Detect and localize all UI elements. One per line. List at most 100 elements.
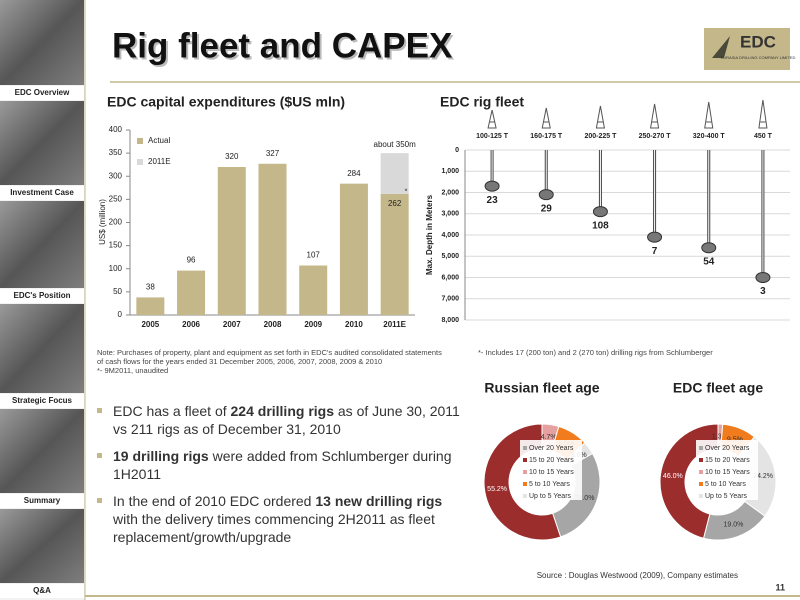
y-tick-label: 8,000 [441, 317, 459, 324]
data-label: 262 [388, 199, 402, 208]
bullet-text: 13 new drilling rigs [315, 493, 443, 509]
data-label: 320 [225, 152, 239, 161]
drill-bit [755, 272, 771, 283]
legend-swatch [699, 470, 703, 474]
legend-label: Over 20 Years [529, 445, 574, 452]
legend-swatch [137, 159, 143, 165]
bullet-text: as of June 30, 2011 vs 211 rigs as of De… [113, 403, 460, 437]
legend-label: 15 to 20 Years [529, 457, 574, 464]
chart-title: Russian fleet age [484, 380, 599, 396]
sidebar-image [0, 509, 84, 583]
slice-label: 24.2% [753, 473, 773, 480]
derrick [487, 109, 497, 129]
derrick [704, 101, 714, 129]
sidebar-label-bg [0, 289, 84, 303]
x-tick-label: 2009 [304, 320, 322, 329]
sidebar-label-bg [0, 394, 84, 408]
sidebar-label: Strategic Focus [12, 396, 73, 405]
legend-label: Up to 5 Years [529, 493, 572, 500]
legend-swatch [523, 470, 527, 474]
y-tick-label: 4,000 [441, 232, 459, 239]
legend-label: 2011E [148, 157, 171, 166]
x-tick-label: 2011E [383, 320, 406, 329]
bullet: In the end of 2010 EDC ordered 13 new dr… [97, 492, 469, 546]
y-tick-label: 5,000 [441, 253, 459, 260]
y-tick-label: 7,000 [441, 296, 459, 303]
bullet-text: 19 drilling rigs [113, 448, 209, 464]
bullet: EDC has a fleet of 224 drilling rigs as … [97, 402, 469, 438]
derrick [649, 103, 660, 129]
slice-label: 46.0% [663, 473, 683, 480]
bullet-text: EDC has a fleet of [113, 403, 231, 419]
data-label: 284 [347, 169, 361, 178]
legend-label: 5 to 10 Years [705, 481, 746, 488]
sidebar-label: Q&A [33, 586, 51, 595]
bullet: 19 drilling rigs were added from Schlumb… [97, 447, 469, 483]
slice-label: 19.0% [723, 522, 743, 529]
sidebar-label: Summary [24, 496, 61, 505]
bar [380, 193, 409, 315]
chart-title: EDC capital expenditures ($US mln) [107, 94, 345, 110]
donut-slice [483, 423, 562, 541]
x-tick-label: 160-175 T [530, 133, 563, 140]
sidebar-image [0, 0, 84, 85]
bar [217, 167, 246, 315]
legend-swatch [699, 458, 703, 462]
rig-count: 29 [541, 203, 553, 214]
x-tick-label: 320-400 T [693, 133, 726, 140]
source: Source : Douglas Westwood (2009), Compan… [537, 571, 738, 580]
derrick [541, 107, 551, 129]
drill-bit [484, 180, 500, 192]
sidebar-label-bg [0, 86, 84, 100]
data-label: 96 [187, 256, 196, 265]
bullet-text: with the delivery times commencing 2H201… [113, 511, 435, 545]
drill-bit [701, 242, 717, 254]
x-tick-label: 2008 [264, 320, 282, 329]
sidebar-image [0, 409, 84, 493]
bar [299, 265, 328, 315]
x-tick-label: 100-125 T [476, 133, 509, 140]
legend-swatch [523, 446, 527, 450]
bar [136, 297, 165, 315]
drill-bit [538, 189, 554, 201]
y-axis-title: Max. Depth in Meters [425, 194, 434, 275]
y-tick-label: 300 [109, 171, 123, 180]
drill-bit [647, 231, 663, 243]
rig-count: 54 [703, 256, 715, 267]
sidebar-label: EDC Overview [15, 88, 70, 97]
capex-note: Note: Purchases of property, plant and e… [97, 348, 447, 375]
sidebar-label-bg [0, 494, 84, 508]
note-text: *- Includes 17 (200 ton) and 2 (270 ton)… [478, 348, 713, 357]
legend-label: Actual [148, 136, 170, 145]
rig-count: 23 [487, 195, 499, 206]
y-tick-label: 2,000 [441, 189, 459, 196]
chart-title: EDC fleet age [673, 380, 763, 396]
x-tick-label: 450 T [754, 133, 773, 140]
derrick [595, 105, 606, 129]
x-tick-label: 2005 [141, 320, 159, 329]
y-tick-label: 150 [109, 241, 123, 250]
y-tick-label: 250 [109, 194, 123, 203]
y-tick-label: 1,000 [441, 168, 459, 175]
chart-title: EDC rig fleet [440, 94, 524, 110]
sidebar-label-bg [0, 584, 84, 598]
y-tick-label: 0 [118, 310, 123, 319]
slice-label: 1.3% [712, 433, 728, 440]
legend-swatch [523, 494, 527, 498]
y-tick-label: 350 [109, 148, 123, 157]
bullet-text: In the end of 2010 EDC ordered [113, 493, 316, 509]
y-tick-label: 400 [109, 125, 123, 134]
y-tick-label: 3,000 [441, 211, 459, 218]
footnote-marker: * [405, 189, 408, 196]
note-text: Note: Purchases of property, plant and e… [97, 348, 442, 366]
legend-box [696, 440, 758, 500]
x-tick-label: 2006 [182, 320, 200, 329]
slice-label: 4.7% [541, 434, 557, 441]
legend-label: 15 to 20 Years [705, 457, 750, 464]
legend-swatch [699, 482, 703, 486]
slide-title: Rig fleet and CAPEX [112, 26, 453, 65]
sidebar-label: EDC's Position [13, 291, 70, 300]
legend-box [520, 440, 582, 500]
x-tick-label: 200-225 T [584, 133, 617, 140]
